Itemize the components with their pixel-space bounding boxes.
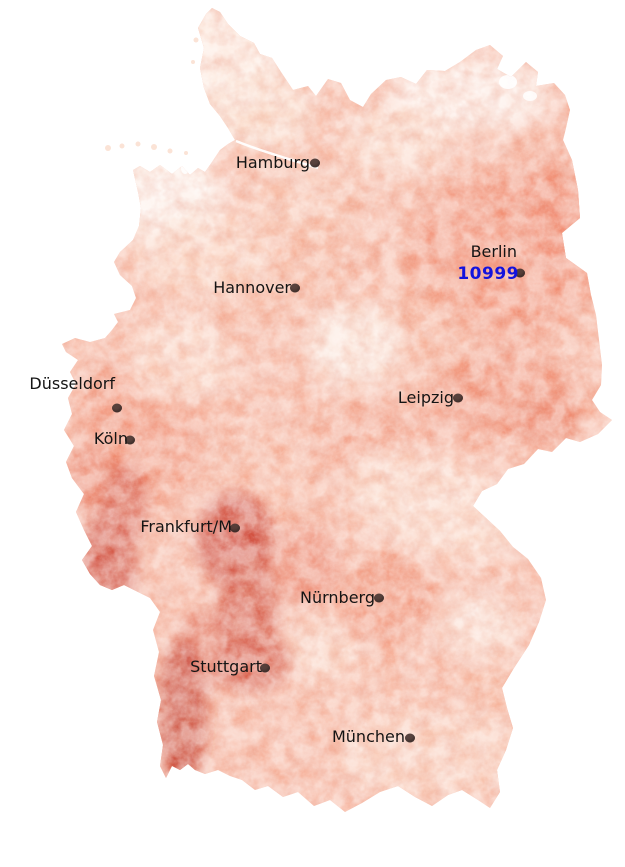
city-dot-muenchen[interactable] <box>405 733 415 743</box>
city-dot-leipzig[interactable] <box>453 393 463 403</box>
city-label-muenchen: München <box>331 727 405 746</box>
city-dot-koeln[interactable] <box>125 435 135 445</box>
berlin-plz-value: 10999 <box>457 264 519 284</box>
city-dot-hamburg[interactable] <box>310 158 320 168</box>
city-label-hannover: Hannover <box>213 278 291 297</box>
north-sea-islands <box>105 37 199 155</box>
city-label-nuernberg: Nürnberg <box>300 588 375 607</box>
bodden-bay <box>523 91 537 101</box>
city-dot-berlin[interactable] <box>515 268 525 278</box>
ruegen-bay <box>499 75 517 89</box>
city-dot-nuernberg[interactable] <box>374 593 384 603</box>
city-dot-stuttgart[interactable] <box>260 663 270 673</box>
city-label-stuttgart: Stuttgart <box>190 657 262 676</box>
city-label-berlin: Berlin <box>470 242 517 261</box>
city-label-frankfurt: Frankfurt/M <box>140 517 232 536</box>
city-label-duesseldorf: Düsseldorf <box>29 374 115 393</box>
city-label-hamburg: Hamburg <box>235 153 310 172</box>
city-dot-duesseldorf[interactable] <box>112 403 122 413</box>
city-dot-frankfurt[interactable] <box>230 523 240 533</box>
elbe-river <box>235 139 319 170</box>
city-dot-hannover[interactable] <box>290 283 300 293</box>
city-label-koeln: Köln <box>93 429 128 448</box>
jade-bay <box>181 162 189 174</box>
city-label-leipzig: Leipzig <box>397 388 454 407</box>
